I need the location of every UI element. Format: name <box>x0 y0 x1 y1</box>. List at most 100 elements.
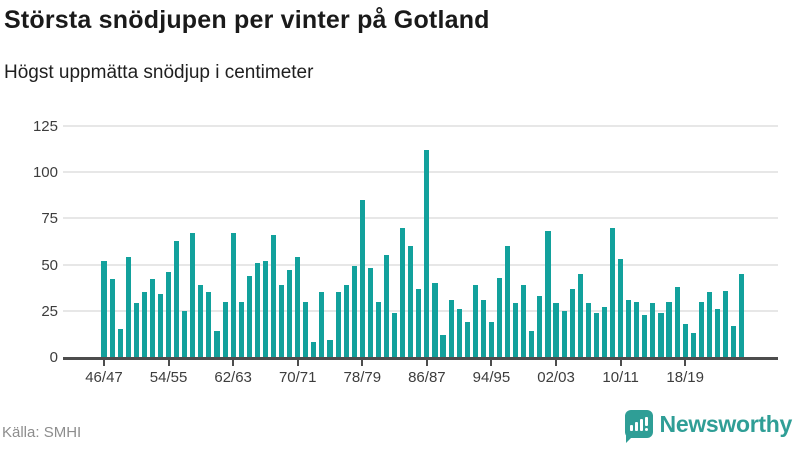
y-tick-label-25: 25 <box>41 302 58 320</box>
chart-subtitle: Högst uppmätta snödjup i centimeter <box>4 62 314 83</box>
gridline-y50 <box>63 263 778 266</box>
bar-91/92 <box>464 321 470 357</box>
gridline-y75 <box>63 217 778 220</box>
bar-83/84 <box>400 227 406 357</box>
source-label: Källa: SMHI <box>2 424 82 441</box>
bar-86/87 <box>424 150 430 357</box>
bar-76/77 <box>343 284 349 357</box>
bar-16/17 <box>666 301 672 357</box>
bar-92/93 <box>472 284 478 357</box>
bar-13/14 <box>642 314 648 357</box>
bar-00/01 <box>537 296 543 357</box>
bar-73/74 <box>319 292 325 357</box>
x-tick-label-94/95: 94/95 <box>472 369 511 386</box>
logo-exclamation <box>644 417 648 431</box>
bar-14/15 <box>650 303 656 357</box>
bar-50/51 <box>133 303 139 357</box>
bar-55/56 <box>174 240 180 357</box>
bar-12/13 <box>634 301 640 357</box>
bar-81/82 <box>383 255 390 357</box>
x-tick-86/87 <box>425 360 428 366</box>
bar-88/89 <box>440 334 446 357</box>
bar-07/08 <box>593 312 599 357</box>
bar-11/12 <box>626 299 632 357</box>
bar-58/59 <box>198 284 204 357</box>
bar-97/98 <box>513 303 519 357</box>
bar-47/48 <box>109 279 115 357</box>
bar-17/18 <box>674 286 680 357</box>
bar-54/55 <box>166 272 172 357</box>
x-tick-label-10/11: 10/11 <box>602 369 639 386</box>
bar-60/61 <box>214 331 220 357</box>
x-tick-46/47 <box>103 360 105 366</box>
x-tick-label-78/79: 78/79 <box>343 369 382 386</box>
gridline-y100 <box>63 171 778 174</box>
bar-94/95 <box>488 321 495 357</box>
x-tick-label-18/19: 18/19 <box>666 369 704 386</box>
logo-mini-bar <box>634 422 638 431</box>
bar-84/85 <box>408 246 414 357</box>
bar-04/05 <box>569 288 575 357</box>
bar-70/71 <box>295 257 301 357</box>
bar-87/88 <box>432 283 438 357</box>
logo-mini-bar <box>639 419 643 431</box>
x-tick-18/19 <box>684 360 687 366</box>
bar-02/03 <box>553 303 559 357</box>
bar-51/52 <box>141 292 147 357</box>
bar-77/78 <box>351 266 357 357</box>
bar-85/86 <box>416 288 422 357</box>
bar-21/22 <box>706 292 712 357</box>
bar-18/19 <box>682 323 688 357</box>
bar-90/91 <box>456 309 462 357</box>
bar-57/58 <box>190 233 196 357</box>
bar-20/21 <box>698 301 704 357</box>
x-tick-70/71 <box>296 360 299 366</box>
bar-78/79 <box>359 199 365 357</box>
bar-56/57 <box>182 310 188 357</box>
bar-99/00 <box>529 331 535 357</box>
bar-71/72 <box>303 301 309 357</box>
y-tick-label-100: 100 <box>32 164 58 182</box>
bar-05/06 <box>577 273 583 357</box>
bar-06/07 <box>585 303 591 357</box>
x-tick-label-46/47: 46/47 <box>85 369 123 386</box>
y-tick-label-0: 0 <box>49 349 58 366</box>
y-tick-label-75: 75 <box>41 210 58 228</box>
bar-10/11 <box>618 259 624 357</box>
gridline-y125 <box>63 125 778 127</box>
bar-46/47 <box>101 260 107 357</box>
bar-23/24 <box>722 290 729 357</box>
x-tick-label-70/71: 70/71 <box>278 369 317 386</box>
x-tick-label-62/63: 62/63 <box>214 369 252 386</box>
bar-82/83 <box>392 312 398 357</box>
bar-98/99 <box>521 284 527 357</box>
bar-69/70 <box>287 270 293 357</box>
bar-95/96 <box>496 277 503 357</box>
bar-48/49 <box>117 329 123 357</box>
bar-63/64 <box>238 301 244 357</box>
newsworthy-logo: Newsworthy <box>624 410 792 443</box>
logo-mini-bar <box>629 425 633 431</box>
bar-19/20 <box>690 333 696 357</box>
x-tick-94/95 <box>490 360 493 366</box>
bar-61/62 <box>222 301 228 357</box>
chart-title: Största snödjupen per vinter på Gotland <box>4 6 490 34</box>
bar-64/65 <box>246 275 252 357</box>
bar-24/25 <box>731 325 737 357</box>
bar-25/26 <box>739 273 745 357</box>
bar-49/50 <box>125 257 131 357</box>
x-tick-62/63 <box>232 360 235 366</box>
bar-59/60 <box>206 292 212 357</box>
y-tick-label-50: 50 <box>41 256 58 274</box>
bar-62/63 <box>230 233 236 357</box>
x-tick-label-54/55: 54/55 <box>149 369 188 386</box>
bar-89/90 <box>448 299 454 357</box>
bar-66/67 <box>262 260 268 357</box>
bar-03/04 <box>561 310 567 357</box>
bar-65/66 <box>254 262 260 357</box>
bar-79/80 <box>367 268 373 357</box>
y-tick-label-125: 125 <box>32 118 58 135</box>
x-tick-02/03 <box>555 360 558 366</box>
bar-08/09 <box>601 307 608 357</box>
